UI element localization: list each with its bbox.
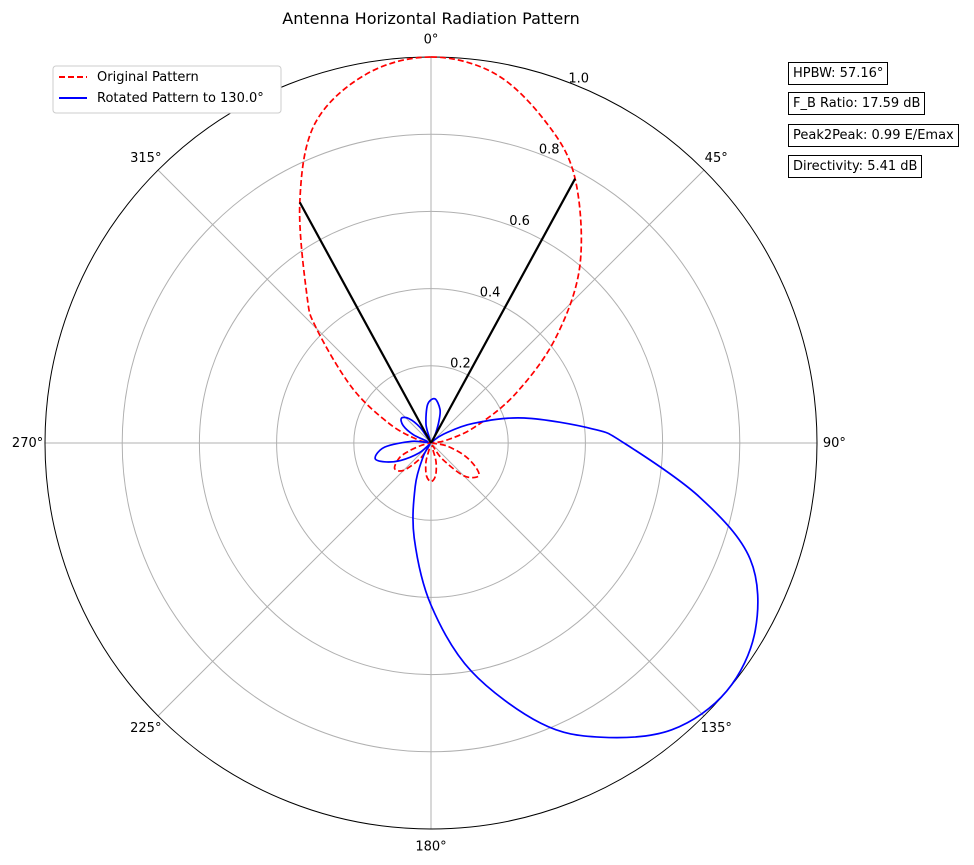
polar-grid: [44, 56, 818, 830]
ring-gridline: [198, 210, 664, 676]
angle-tick-label: 135°: [701, 721, 732, 736]
hpbw-line: [430, 178, 577, 444]
radial-gridline: [430, 442, 705, 717]
radial-gridline: [157, 442, 432, 717]
angle-tick-label: 45°: [705, 151, 728, 166]
series-layer: [298, 56, 759, 739]
ring-gridline: [276, 288, 586, 598]
chart-title: Antenna Horizontal Radiation Pattern: [282, 9, 579, 28]
ring-gridline: [353, 365, 509, 521]
radial-gridline: [430, 169, 705, 444]
angle-tick-label: 0°: [424, 33, 439, 48]
annotation-fb-ratio: F_B Ratio: 17.59 dB: [788, 92, 926, 115]
legend-frame: [52, 65, 282, 114]
legend-label-original: Original Pattern: [97, 70, 199, 85]
annotation-peak2peak: Peak2Peak: 0.99 E/Emax: [788, 124, 959, 147]
angle-tick-label: 225°: [130, 721, 161, 736]
radial-gridline: [157, 169, 432, 444]
hpbw-lines: [298, 178, 577, 444]
radial-tick-label: 0.2: [450, 357, 471, 372]
annotation-directivity: Directivity: 5.41 dB: [788, 155, 923, 178]
angle-tick-label: 315°: [130, 151, 161, 166]
legend-label-rotated: Rotated Pattern to 130.0°: [97, 91, 264, 106]
series-rotated-pattern: [374, 397, 759, 739]
angle-tick-label: 270°: [12, 436, 43, 451]
radial-tick-label: 1.0: [568, 71, 589, 86]
radial-tick-label: 0.4: [480, 285, 501, 300]
hpbw-line: [298, 201, 432, 444]
series-original-pattern: [298, 56, 583, 483]
angle-tick-label: 180°: [415, 839, 446, 854]
ring-gridline: [121, 133, 741, 753]
annotation-hpbw: HPBW: 57.16°: [788, 62, 889, 85]
radial-tick-label: 0.8: [539, 143, 560, 158]
angle-tick-label: 90°: [823, 436, 846, 451]
tick-labels: 0° 45° 90° 135° 180° 225° 270° 315° 0.2 0.4 0.6 0.8…: [12, 33, 846, 855]
legend: Original Pattern Rotated Pattern to 130.…: [52, 65, 282, 114]
radial-tick-label: 0.6: [509, 214, 530, 229]
